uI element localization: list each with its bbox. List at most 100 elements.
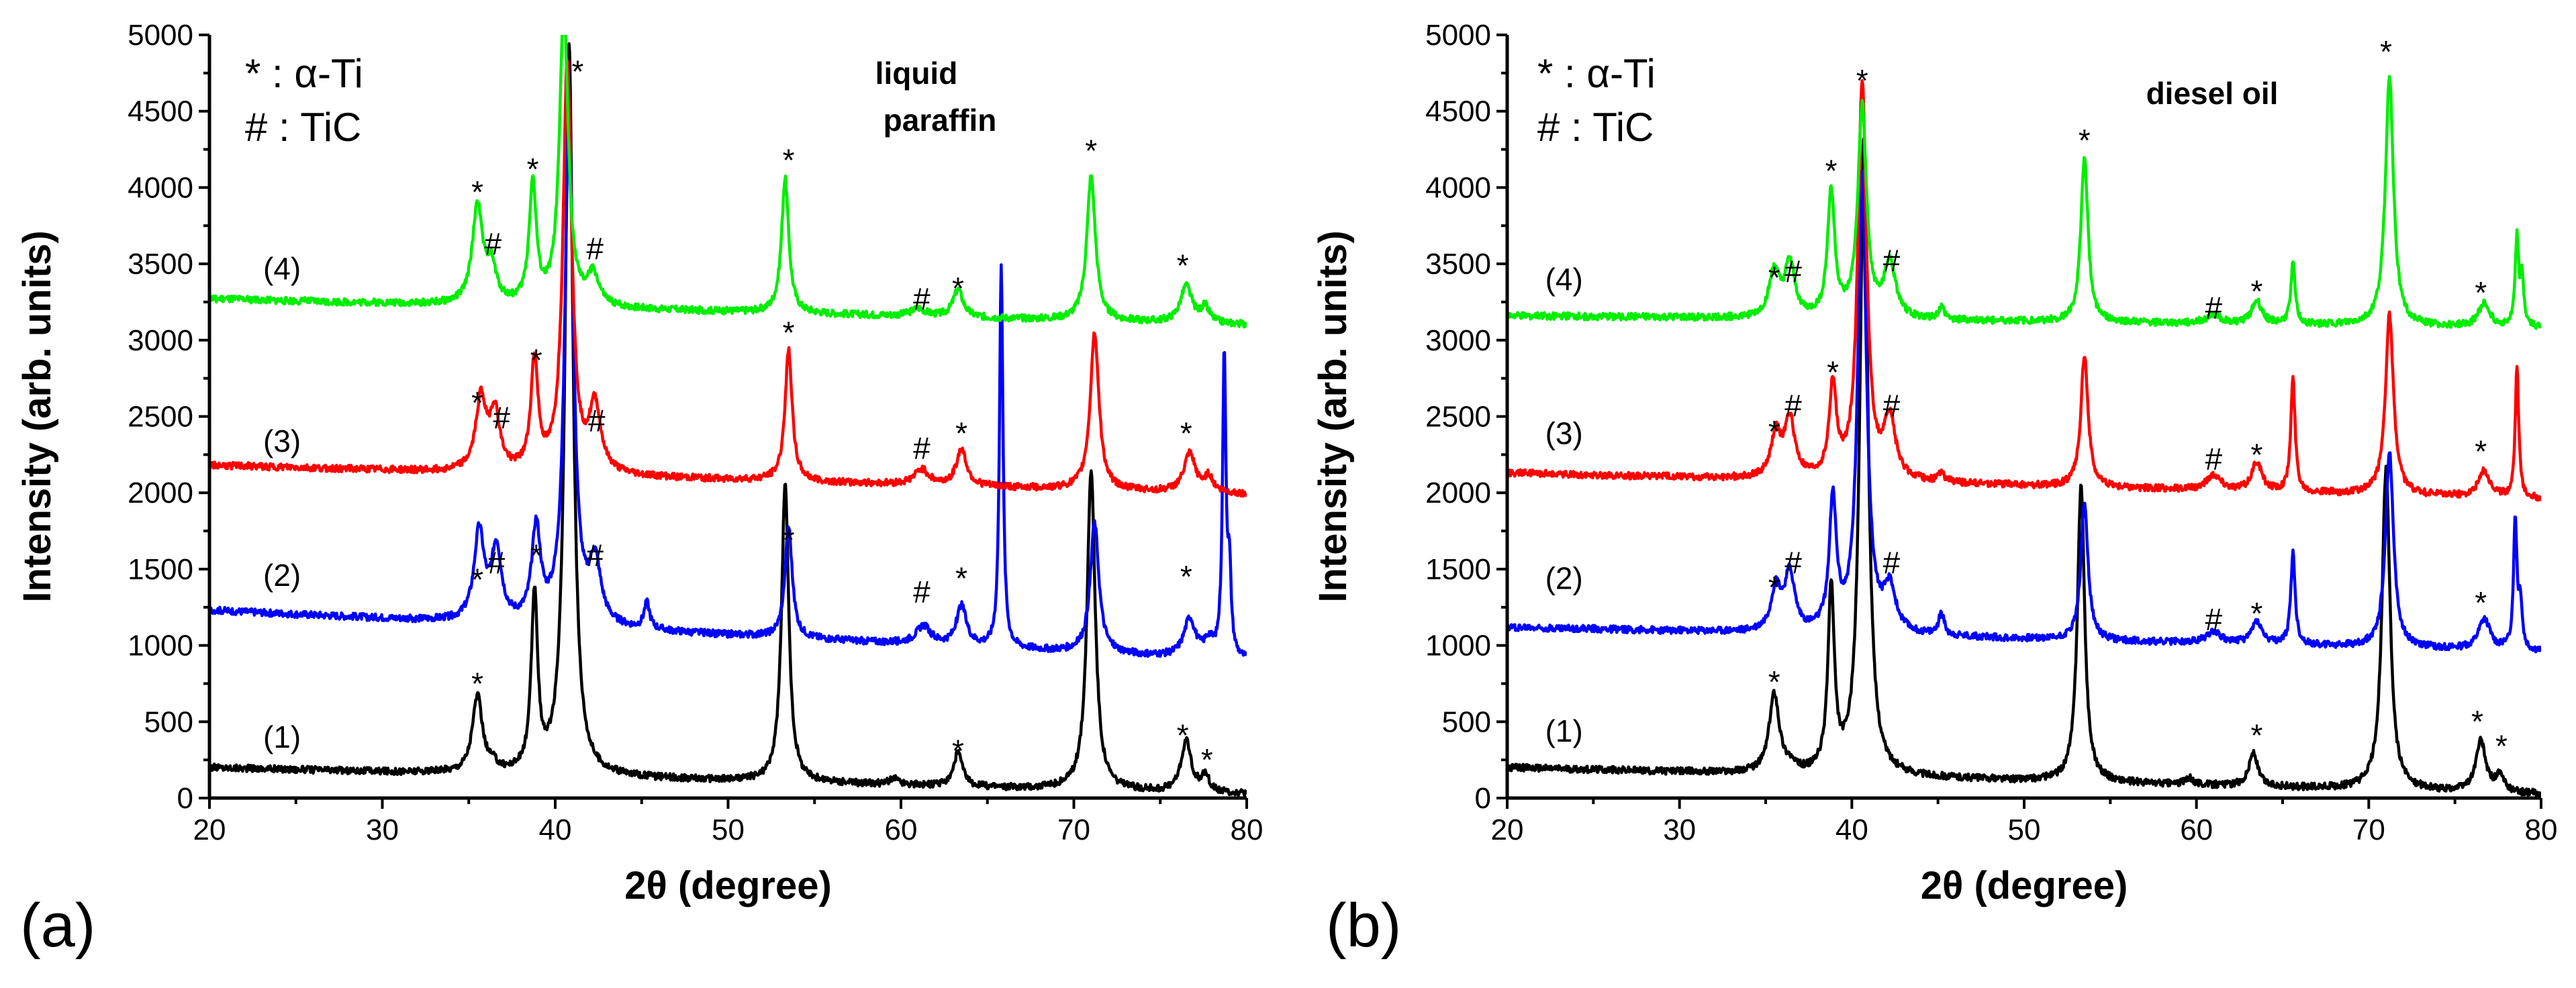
x-tick-label: 20 [193,813,226,846]
y-tick-label: 3000 [1425,324,1491,357]
medium-label: paraffin [884,103,997,138]
alpha-ti-marker: * [2251,718,2263,753]
xrd-trace-1 [209,42,1247,797]
alpha-ti-marker: * [1085,134,1097,168]
alpha-ti-marker: * [2475,275,2487,310]
curve-label: (1) [1545,713,1583,748]
panel-a-liquid-paraffin: 20 30 40 50 60 70 80 0 500 1000 1500 2000 2500 3000 35… [15,19,1263,960]
y-tick-label: 4000 [1425,171,1491,204]
y-tick-label: 3500 [128,248,193,281]
x-tick-label: 30 [366,813,399,846]
tic-marker: # [913,431,931,466]
alpha-ti-marker: * [2380,34,2392,69]
curve-label: (1) [263,720,301,754]
alpha-ti-marker: * [1768,414,1780,449]
tic-marker: # [913,575,931,609]
alpha-ti-marker: * [783,142,795,177]
tic-marker: # [1883,546,1901,581]
y-axis-title: Intensity (arb. units) [1311,230,1355,602]
alpha-ti-marker: * [952,733,964,768]
trace-group [209,35,1247,797]
y-tick-label: 500 [144,705,193,738]
x-tick-label: 40 [539,813,572,846]
tic-marker: # [1784,254,1802,289]
xrd-trace-2 [1507,169,2541,654]
x-tick-label: 80 [2525,813,2558,846]
alpha-ti-marker: * [2251,596,2263,631]
y-tick-label: 500 [1442,705,1491,738]
alpha-ti-marker: * [1180,559,1192,594]
alpha-ti-marker: * [2495,729,2508,764]
curve-label: (3) [1545,415,1583,450]
y-tick-label: 1000 [1425,630,1491,662]
alpha-ti-marker: * [471,385,483,420]
x-tick-label: 70 [1057,813,1090,846]
y-tick-label: 0 [177,782,193,815]
tic-marker: # [2205,602,2223,637]
tic-marker: # [2205,442,2223,477]
curve-label: (4) [263,251,301,286]
tic-marker: # [1784,389,1802,424]
xrd-trace-1 [1507,136,2541,798]
alpha-ti-marker: * [471,175,483,209]
tic-marker: # [588,403,606,438]
y-tick-label: 4500 [1425,95,1491,128]
alpha-ti-marker: * [2475,434,2487,469]
curve-label: (2) [263,558,301,593]
y-tick-label: 5000 [128,19,193,52]
panel-letter: (a) [20,891,95,960]
curve-label: (3) [263,424,301,458]
alpha-ti-marker: * [955,560,967,595]
tic-marker: # [493,401,510,436]
tic-marker: # [485,226,502,261]
xrd-trace-2 [209,109,1247,658]
y-tick-label: 5000 [1425,19,1491,52]
y-tick-label: 2000 [128,477,193,509]
alpha-ti-marker: * [1856,63,1868,98]
x-tick-label: 20 [1491,813,1524,846]
alpha-ti-marker: * [783,523,795,558]
xrd-trace-3 [1507,79,2541,502]
x-tick-label: 60 [2180,813,2213,846]
x-tick-label: 50 [2008,813,2041,846]
curve-label: (2) [1545,560,1583,595]
y-tick-label: 1500 [128,553,193,586]
xrd-trace-4 [1507,75,2541,330]
tic-marker: # [1784,546,1802,581]
medium-label: diesel oil [2146,76,2279,111]
alpha-ti-marker: * [1768,570,1780,605]
alpha-ti-marker: * [1768,664,1780,699]
alpha-ti-marker: * [572,54,584,89]
legend-alpha-ti: * : α-Ti [1537,51,1656,96]
alpha-ti-marker: * [952,270,964,305]
x-tick-label: 70 [2352,813,2385,846]
y-axis-title: Intensity (arb. units) [15,230,59,602]
alpha-ti-marker: * [530,538,542,573]
alpha-ti-marker: * [2251,274,2263,309]
y-tick-label: 2000 [1425,477,1491,509]
xrd-trace-4 [209,35,1247,329]
x-tick-label: 40 [1835,813,1868,846]
alpha-ti-marker: * [1825,153,1838,188]
y-tick-label: 1500 [1425,553,1491,586]
panel-letter: (b) [1326,891,1401,960]
alpha-ti-marker: * [527,152,539,187]
trace-group [1507,75,2541,798]
alpha-ti-marker: * [2471,704,2483,739]
x-axis-title: 2θ (degree) [624,864,832,907]
x-tick-label: 30 [1663,813,1696,846]
x-axis-title: 2θ (degree) [1921,864,2128,907]
curve-label: (4) [1545,262,1583,297]
panel-b-diesel-oil: 20 30 40 50 60 70 80 0 500 1000 1500 2000 2500 3000 35… [1311,19,2557,960]
alpha-ti-marker: * [2251,437,2263,472]
alpha-ti-marker: * [1827,354,1839,389]
tic-marker: # [1883,243,1901,278]
alpha-ti-marker: * [2079,123,2091,158]
y-tick-label: 4000 [128,171,193,204]
alpha-ti-marker: * [1768,260,1780,295]
tic-marker: # [913,281,931,316]
alpha-ti-marker: * [530,342,542,377]
tic-marker: # [586,231,604,266]
tic-marker: # [2205,291,2223,326]
